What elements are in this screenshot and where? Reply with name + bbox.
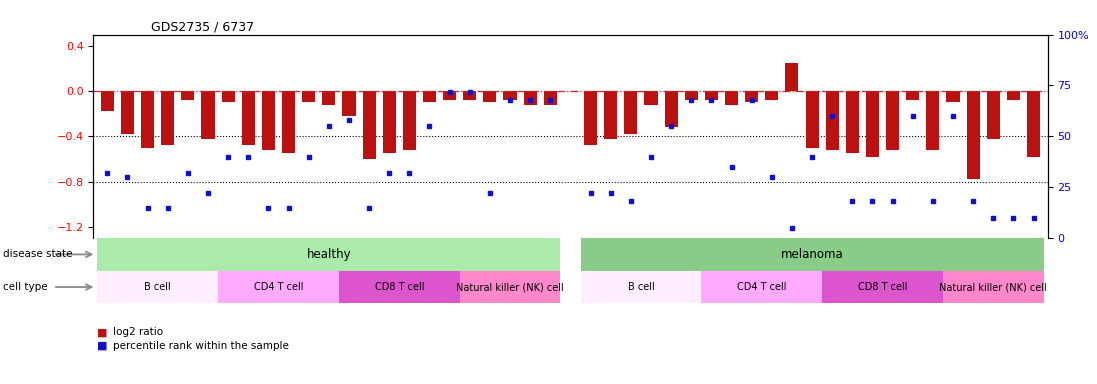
Bar bbox=[866, 91, 879, 157]
Bar bbox=[926, 91, 939, 150]
Bar bbox=[484, 91, 497, 103]
Text: CD4 T cell: CD4 T cell bbox=[253, 282, 303, 292]
Bar bbox=[339, 271, 460, 303]
Bar bbox=[241, 91, 255, 146]
Bar bbox=[262, 91, 275, 150]
Text: GDS2735 / 6737: GDS2735 / 6737 bbox=[150, 20, 253, 33]
Bar bbox=[906, 91, 919, 100]
Bar bbox=[705, 91, 717, 100]
Bar bbox=[966, 91, 980, 179]
Text: CD8 T cell: CD8 T cell bbox=[858, 282, 907, 292]
Bar bbox=[604, 91, 618, 139]
Bar bbox=[745, 91, 758, 103]
Bar bbox=[222, 91, 235, 103]
Bar bbox=[701, 271, 822, 303]
Bar bbox=[142, 91, 155, 147]
Bar bbox=[1027, 91, 1040, 157]
Text: CD8 T cell: CD8 T cell bbox=[374, 282, 425, 292]
Bar bbox=[685, 91, 698, 100]
Text: CD4 T cell: CD4 T cell bbox=[737, 282, 787, 292]
Bar bbox=[218, 271, 339, 303]
Text: percentile rank within the sample: percentile rank within the sample bbox=[113, 341, 289, 351]
Bar bbox=[947, 91, 960, 103]
Bar bbox=[822, 271, 943, 303]
Bar bbox=[101, 91, 114, 111]
Bar bbox=[943, 271, 1043, 303]
Text: B cell: B cell bbox=[145, 282, 171, 292]
Bar bbox=[523, 91, 536, 105]
Text: disease state: disease state bbox=[3, 249, 72, 260]
Bar bbox=[302, 91, 315, 103]
Bar bbox=[886, 91, 900, 150]
Bar bbox=[826, 91, 839, 150]
Bar bbox=[342, 91, 355, 116]
Bar bbox=[202, 91, 215, 139]
Bar bbox=[544, 91, 557, 105]
Bar bbox=[580, 271, 701, 303]
Bar bbox=[443, 91, 456, 100]
Text: Natural killer (NK) cell: Natural killer (NK) cell bbox=[939, 282, 1048, 292]
Text: melanoma: melanoma bbox=[781, 248, 844, 261]
Bar bbox=[161, 91, 174, 146]
Bar bbox=[323, 91, 336, 105]
Bar bbox=[98, 271, 218, 303]
Bar bbox=[805, 91, 818, 147]
Text: log2 ratio: log2 ratio bbox=[113, 327, 163, 337]
Text: B cell: B cell bbox=[627, 282, 654, 292]
Text: Natural killer (NK) cell: Natural killer (NK) cell bbox=[456, 282, 564, 292]
Bar bbox=[282, 91, 295, 153]
Bar bbox=[584, 91, 597, 146]
Bar bbox=[463, 91, 476, 100]
Text: healthy: healthy bbox=[306, 248, 351, 261]
Bar bbox=[785, 63, 799, 91]
Text: ■: ■ bbox=[97, 341, 108, 351]
Bar bbox=[98, 238, 561, 271]
Text: cell type: cell type bbox=[3, 282, 48, 292]
Bar bbox=[403, 91, 416, 150]
Bar bbox=[580, 238, 1043, 271]
Bar bbox=[121, 91, 134, 134]
Bar bbox=[181, 91, 194, 100]
Bar bbox=[725, 91, 738, 105]
Bar bbox=[1007, 91, 1020, 100]
Bar bbox=[460, 271, 561, 303]
Bar bbox=[423, 91, 436, 103]
Text: ■: ■ bbox=[97, 327, 108, 337]
Bar bbox=[624, 91, 637, 134]
Bar bbox=[383, 91, 396, 153]
Bar bbox=[504, 91, 517, 100]
Bar bbox=[665, 91, 678, 127]
Bar bbox=[362, 91, 375, 159]
Bar bbox=[986, 91, 999, 139]
Bar bbox=[846, 91, 859, 153]
Bar bbox=[644, 91, 657, 105]
Bar bbox=[766, 91, 779, 100]
